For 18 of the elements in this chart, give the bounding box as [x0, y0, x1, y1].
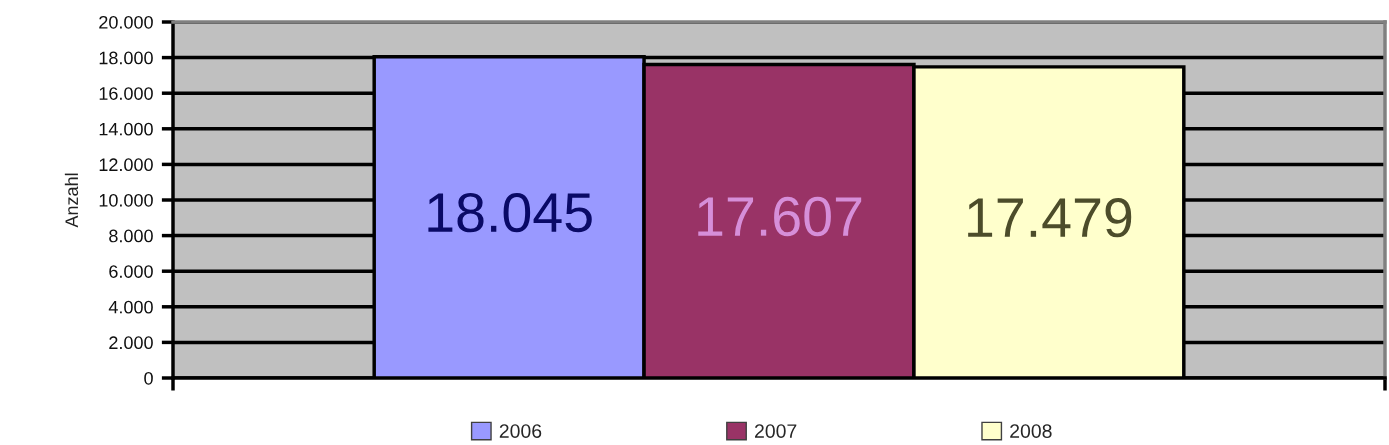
data-label: 17.479: [968, 198, 1132, 238]
data-label: 17.607: [698, 196, 862, 237]
legend-label: 2008: [1010, 424, 1052, 438]
y-tick-label: 20.000: [99, 15, 153, 29]
y-tick-label: 18.000: [99, 51, 153, 65]
y-axis-title: Anzahl: [64, 173, 79, 228]
y-tick-label: 2.000: [109, 336, 153, 350]
y-tick-label: 12.000: [99, 158, 153, 172]
y-tick-label: 8.000: [109, 229, 153, 243]
y-tick-label: 16.000: [99, 87, 153, 100]
y-tick-label: 4.000: [108, 300, 153, 314]
legend-label: 2007: [755, 424, 797, 438]
data-label: 18.045: [428, 192, 592, 233]
y-tick-label: 10.000: [99, 193, 153, 207]
y-tick-label: 6.000: [109, 265, 153, 278]
legend-label: 2006: [499, 424, 542, 438]
y-tick-label: 14.000: [99, 122, 153, 136]
y-tick-label: 0: [144, 371, 153, 385]
